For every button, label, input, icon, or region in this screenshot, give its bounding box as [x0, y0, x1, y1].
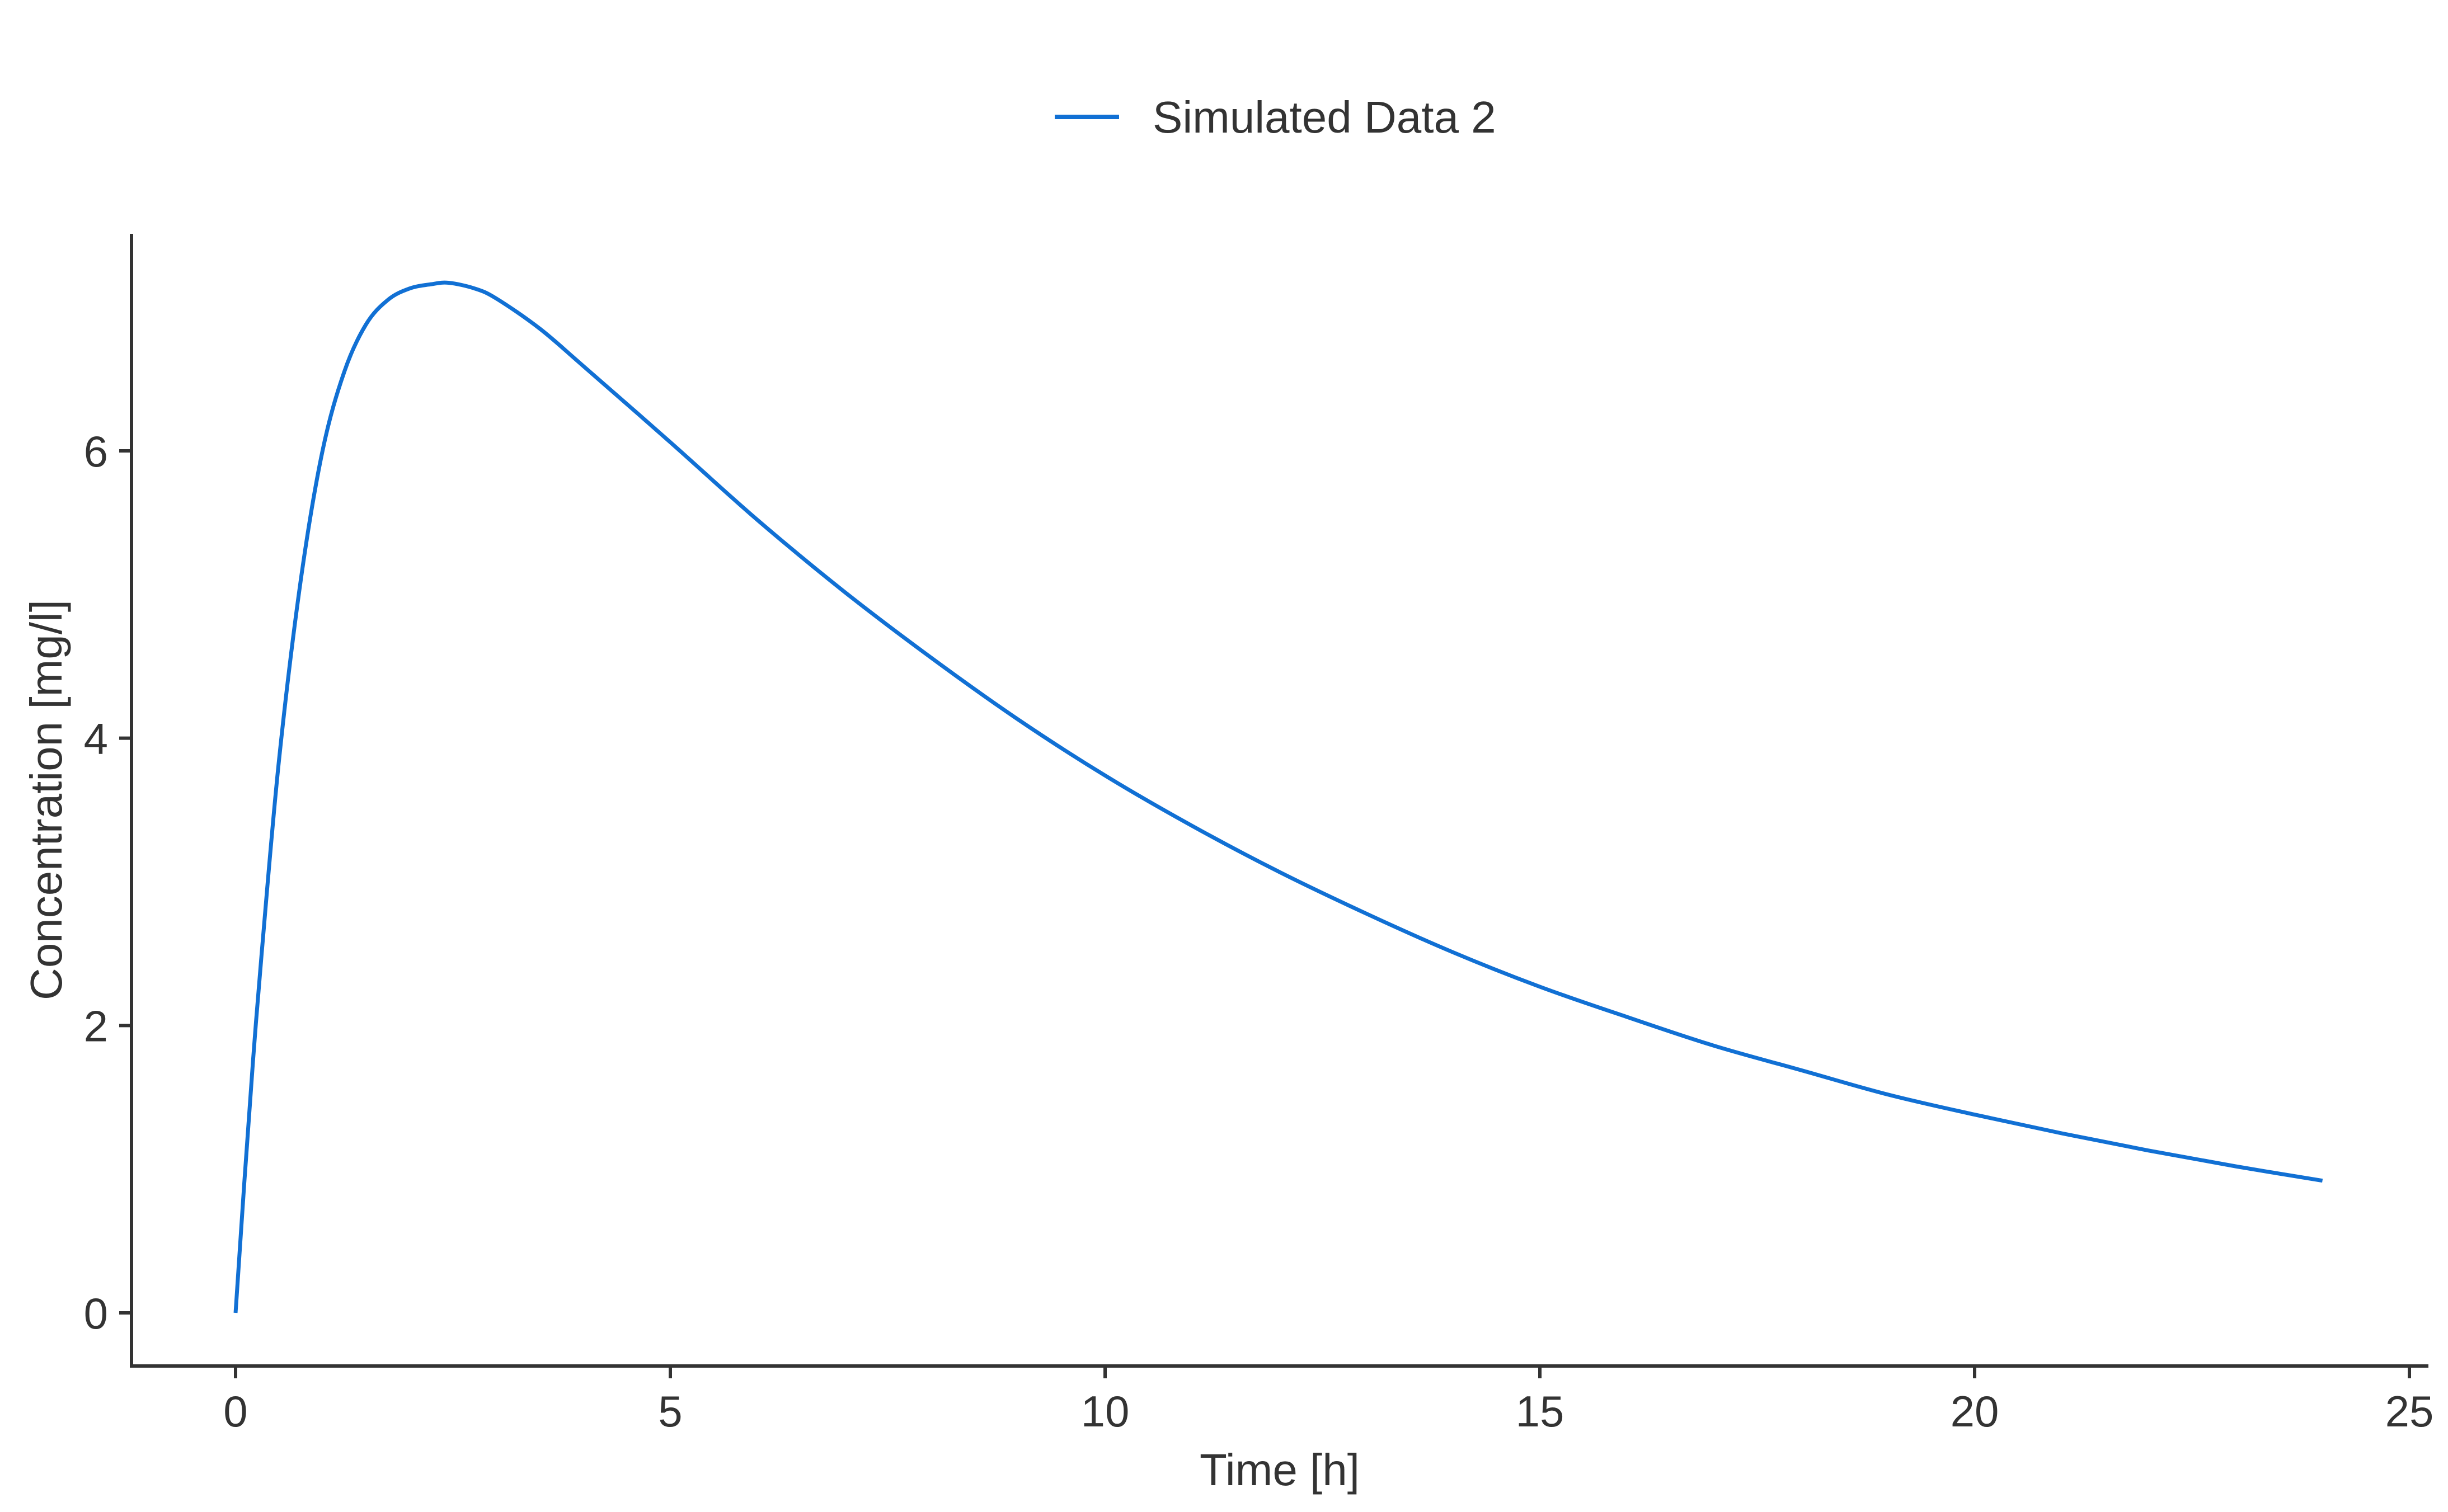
axes [130, 234, 2428, 1368]
legend-label-series-1: Simulated Data 2 [1153, 92, 1496, 142]
y-axis-title: Concentration [mg/l] [21, 600, 71, 1000]
y-tick-label: 0 [84, 1289, 108, 1338]
x-tick-label: 25 [2385, 1387, 2434, 1436]
x-tick-label: 20 [1951, 1387, 1999, 1436]
series-layer [233, 280, 2323, 1313]
y-axis-ticks: 0 2 4 6 [84, 427, 131, 1338]
x-tick-label: 0 [223, 1387, 247, 1436]
y-tick-label: 6 [84, 427, 108, 476]
x-tick-label: 10 [1081, 1387, 1130, 1436]
x-tick-label: 15 [1516, 1387, 1564, 1436]
x-tick-label: 5 [658, 1387, 682, 1436]
x-axis-ticks: 0 5 10 15 20 25 [223, 1366, 2433, 1436]
legend: Simulated Data 2 [1055, 92, 1496, 142]
series-line-1 [233, 280, 2323, 1313]
x-axis-title: Time [h] [1200, 1445, 1360, 1495]
y-tick-label: 2 [84, 1001, 108, 1051]
y-tick-label: 4 [84, 714, 108, 764]
